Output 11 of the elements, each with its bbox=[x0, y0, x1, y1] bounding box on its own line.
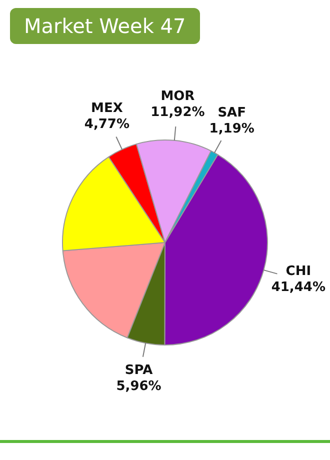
slice-label: SPA bbox=[124, 362, 153, 378]
slice-label: CHI bbox=[286, 264, 312, 280]
data-label: 41,44% bbox=[271, 280, 326, 296]
data-label: 1,19% bbox=[209, 122, 254, 137]
data-label: 4,77% bbox=[84, 117, 130, 132]
data-label: 11,92% bbox=[150, 104, 205, 120]
chart-title: Market Week 47 bbox=[10, 8, 200, 44]
slice-label: MOR bbox=[160, 88, 195, 104]
slice-label: MEX bbox=[91, 101, 123, 116]
data-label: 5,96% bbox=[116, 378, 162, 394]
slice-label: SAF bbox=[218, 106, 246, 121]
